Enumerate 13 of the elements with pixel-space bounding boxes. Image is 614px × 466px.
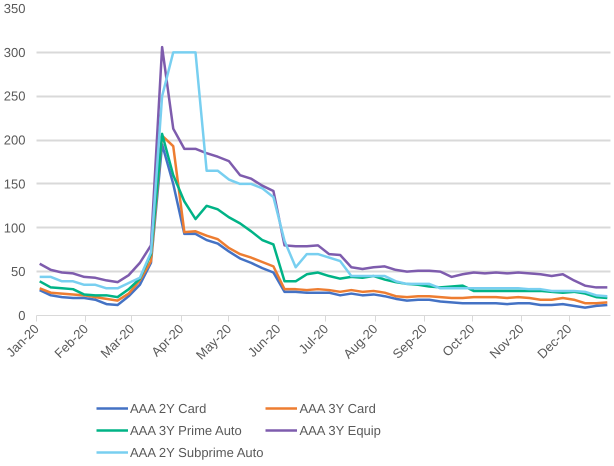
y-tick-label: 0 — [18, 308, 26, 323]
legend-label: AAA 3Y Equip — [299, 422, 381, 438]
y-tick-label: 200 — [4, 132, 26, 148]
legend-label: AAA 3Y Card — [299, 400, 376, 416]
y-tick-label: 50 — [11, 264, 26, 280]
y-tick-label: 350 — [4, 1, 26, 16]
legend-label: AAA 2Y Subprime Auto — [130, 444, 264, 460]
y-tick-label: 150 — [4, 176, 26, 192]
y-tick-label: 250 — [4, 88, 26, 104]
legend-label: AAA 2Y Card — [130, 400, 206, 416]
legend-label: AAA 3Y Prime Auto — [130, 422, 242, 438]
y-tick-label: 300 — [4, 44, 26, 60]
y-tick-label: 100 — [4, 220, 26, 236]
